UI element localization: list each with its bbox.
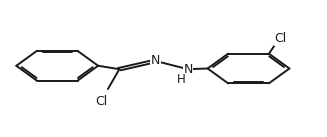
Text: Cl: Cl <box>95 95 108 108</box>
Text: H: H <box>177 73 185 86</box>
Text: N: N <box>151 55 160 67</box>
Text: N: N <box>183 63 193 76</box>
Text: Cl: Cl <box>274 32 286 45</box>
